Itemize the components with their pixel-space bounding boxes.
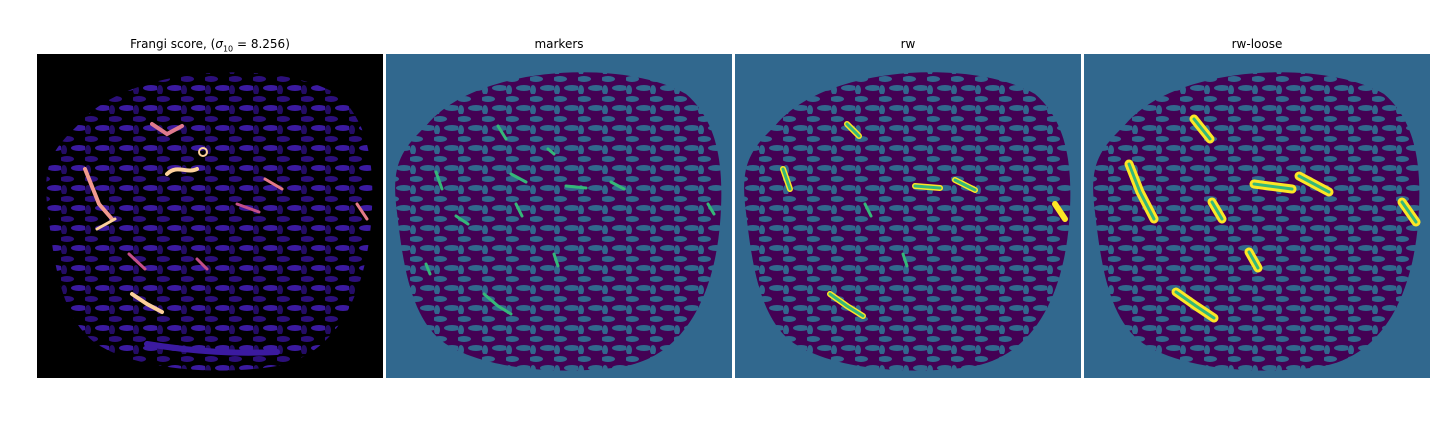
rw-loose-panel: rw-loose (1084, 34, 1430, 378)
rw-panel: rw (735, 34, 1081, 378)
frangi-panel: Frangi score, (σ10 = 8.256) (37, 34, 383, 378)
rw-loose-title: rw-loose (1231, 37, 1283, 51)
markers-panel: markers (386, 34, 732, 378)
rw-title: rw (900, 37, 916, 51)
markers-title: markers (534, 37, 584, 51)
frangi-image (37, 54, 383, 378)
markers-image (386, 54, 732, 378)
rw-image (735, 54, 1081, 378)
frangi-title: Frangi score, (σ10 = 8.256) (130, 37, 290, 54)
rw-loose-image (1084, 54, 1430, 378)
